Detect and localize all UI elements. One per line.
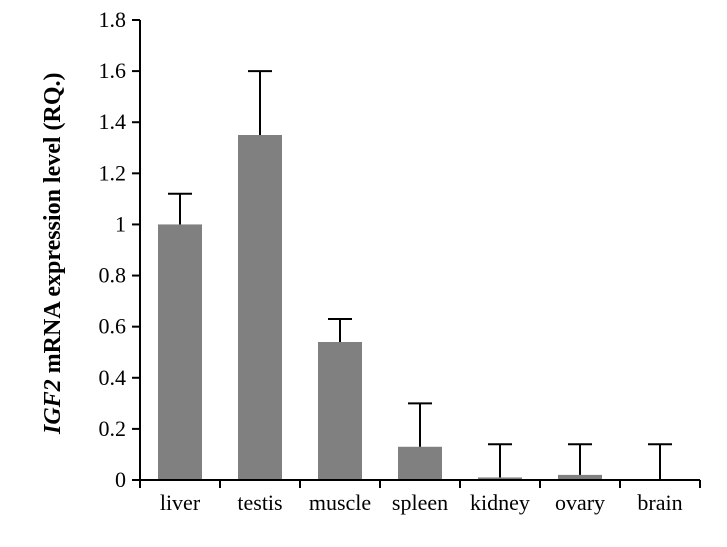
category-label: kidney — [470, 490, 530, 515]
y-tick-label: 0.2 — [99, 416, 127, 441]
category-label: testis — [237, 490, 282, 515]
y-tick-label: 1.8 — [99, 7, 127, 32]
bar — [398, 447, 442, 480]
y-tick-label: 1 — [115, 211, 126, 236]
y-tick-label: 0 — [115, 467, 126, 492]
chart-container: liver testis muscle spleen kidney ovary brain 0… — [0, 0, 727, 547]
y-tick-label: 0.8 — [99, 263, 127, 288]
bar — [158, 224, 202, 480]
y-axis-label: IGF2 mRNA expression level (RQ.) — [40, 73, 67, 435]
category-label: ovary — [555, 490, 605, 515]
y-tick-label: 1.6 — [99, 58, 127, 83]
category-label: brain — [637, 490, 682, 515]
bar-chart: liver testis muscle spleen kidney ovary brain 0… — [0, 0, 727, 547]
y-tick-label: 1.4 — [99, 109, 127, 134]
bar — [318, 342, 362, 480]
y-tick-label: 0.4 — [99, 365, 127, 390]
ylabel-rest: mRNA expression level (RQ.) — [40, 73, 66, 380]
y-tick-label: 1.2 — [99, 160, 127, 185]
category-label: liver — [160, 490, 201, 515]
bar — [238, 135, 282, 480]
category-label: spleen — [392, 490, 448, 515]
ylabel-gene: IGF2 — [40, 380, 66, 435]
y-tick-label: 0.6 — [99, 314, 127, 339]
category-label: muscle — [309, 490, 371, 515]
